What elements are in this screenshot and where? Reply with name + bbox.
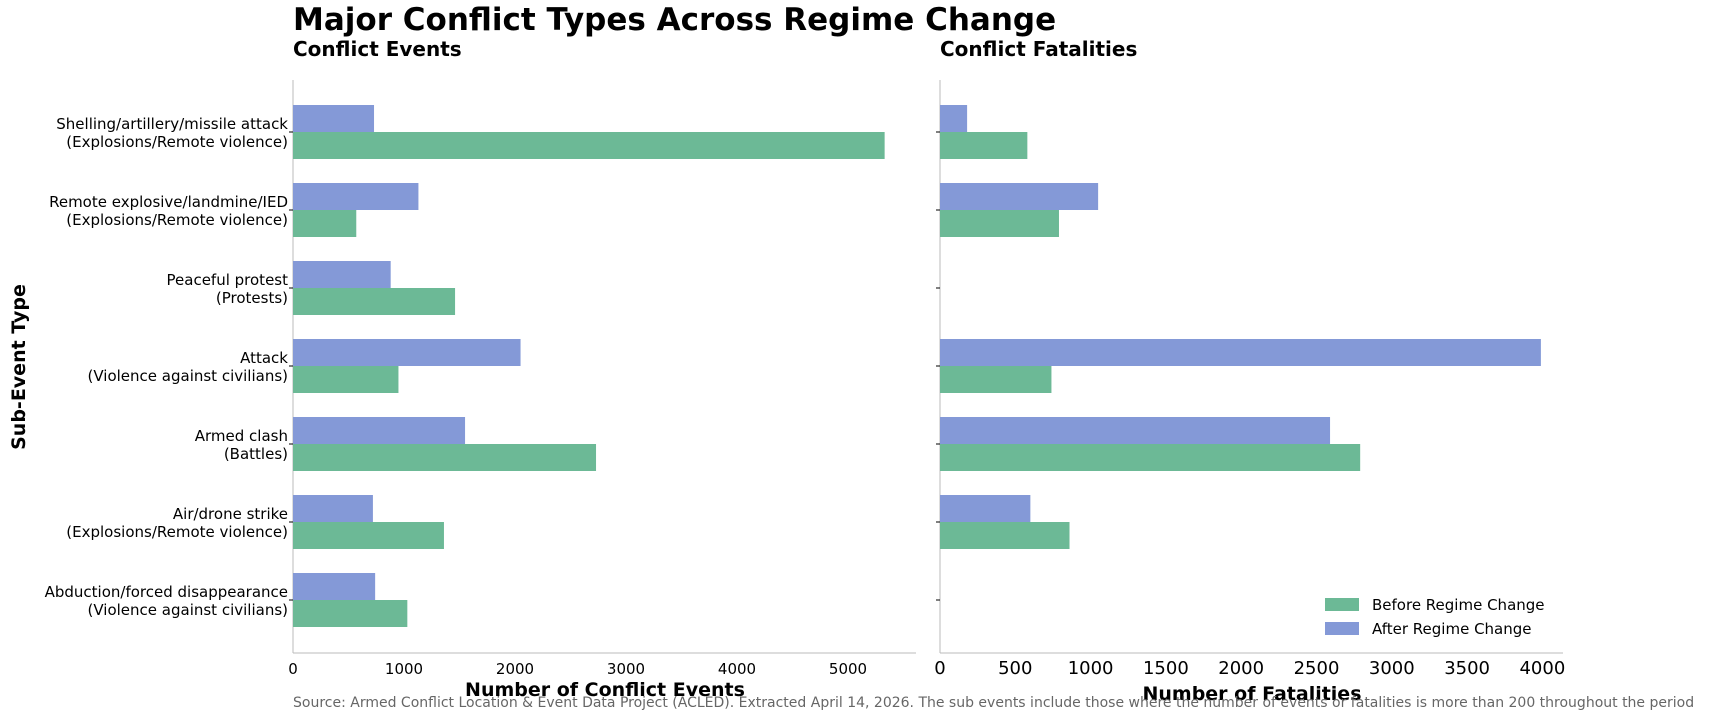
bar-after bbox=[940, 105, 968, 132]
x-tick-label: 2000 bbox=[496, 660, 534, 678]
bar-before bbox=[293, 366, 399, 393]
bar-after bbox=[293, 573, 376, 600]
bar-before bbox=[293, 210, 357, 237]
y-axis-label: Sub-Event Type bbox=[8, 284, 30, 450]
bar-after bbox=[940, 183, 1099, 210]
x-tick-label: 4000 bbox=[718, 660, 756, 678]
bar-after bbox=[293, 495, 373, 522]
x-tick-label: 0 bbox=[288, 660, 298, 678]
legend-swatch bbox=[1325, 598, 1359, 611]
category-label-line1: Remote explosive/landmine/IED bbox=[49, 193, 288, 211]
bar-before bbox=[293, 444, 597, 471]
bar-after bbox=[293, 105, 375, 132]
category-label-line2: (Violence against civilians) bbox=[88, 601, 288, 619]
source-note: Source: Armed Conflict Location & Event … bbox=[293, 695, 1695, 711]
x-tick-label: 0 bbox=[934, 658, 945, 679]
chart-title: Major Conflict Types Across Regime Chang… bbox=[293, 2, 1057, 38]
bar-before bbox=[940, 366, 1052, 393]
category-label-line1: Air/drone strike bbox=[173, 505, 288, 523]
x-axis-label: Number of Fatalities bbox=[1142, 683, 1361, 705]
x-tick-label: 2000 bbox=[1218, 658, 1264, 679]
bar-before bbox=[293, 522, 444, 549]
category-label-line2: (Explosions/Remote violence) bbox=[66, 211, 288, 229]
bar-before bbox=[293, 600, 408, 627]
x-tick-label: 1500 bbox=[1143, 658, 1189, 679]
bar-after bbox=[940, 417, 1331, 444]
category-label-line2: (Violence against civilians) bbox=[88, 367, 288, 385]
x-axis-label: Number of Conflict Events bbox=[465, 679, 745, 701]
bar-after bbox=[940, 339, 1541, 366]
x-tick-label: 1000 bbox=[1068, 658, 1114, 679]
category-label-line1: Attack bbox=[240, 349, 288, 367]
category-label-line1: Shelling/artillery/missile attack bbox=[56, 115, 288, 133]
fatalities-panel-title: Conflict Fatalities bbox=[940, 37, 1138, 61]
category-label-line1: Abduction/forced disappearance bbox=[45, 583, 288, 601]
legend-label: Before Regime Change bbox=[1372, 596, 1545, 614]
category-label-line2: (Explosions/Remote violence) bbox=[66, 523, 288, 541]
bar-before bbox=[940, 210, 1059, 237]
legend-label: After Regime Change bbox=[1372, 620, 1532, 638]
category-label-line1: Armed clash bbox=[195, 427, 288, 445]
legend-swatch bbox=[1325, 622, 1359, 635]
bar-after bbox=[940, 495, 1031, 522]
category-label-line2: (Battles) bbox=[224, 445, 288, 463]
bar-before bbox=[293, 288, 456, 315]
x-tick-label: 3500 bbox=[1444, 658, 1490, 679]
bar-before bbox=[940, 522, 1070, 549]
x-tick-label: 500 bbox=[998, 658, 1032, 679]
x-tick-label: 4000 bbox=[1519, 658, 1565, 679]
category-label-line2: (Protests) bbox=[216, 289, 288, 307]
events-panel-title: Conflict Events bbox=[293, 37, 462, 61]
bar-before bbox=[940, 132, 1028, 159]
bar-before bbox=[293, 132, 885, 159]
category-label-line2: (Explosions/Remote violence) bbox=[66, 133, 288, 151]
bar-after bbox=[293, 417, 466, 444]
bar-after bbox=[293, 261, 391, 288]
bar-after bbox=[293, 339, 521, 366]
category-label-line1: Peaceful protest bbox=[167, 271, 289, 289]
x-tick-label: 1000 bbox=[385, 660, 423, 678]
bar-after bbox=[293, 183, 419, 210]
x-tick-label: 2500 bbox=[1294, 658, 1340, 679]
x-tick-label: 5000 bbox=[829, 660, 867, 678]
x-tick-label: 3000 bbox=[1369, 658, 1415, 679]
x-tick-label: 3000 bbox=[607, 660, 645, 678]
bar-before bbox=[940, 444, 1361, 471]
